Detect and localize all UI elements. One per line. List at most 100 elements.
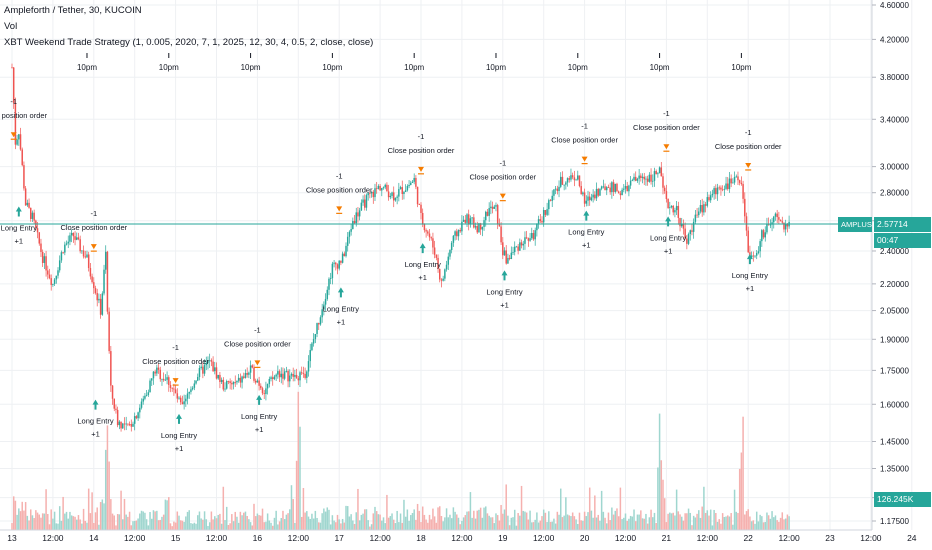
close-order-marker <box>418 166 424 172</box>
volume-bar <box>663 498 666 530</box>
candle-body <box>47 270 49 275</box>
volume-bar <box>318 522 320 530</box>
candle-body <box>374 188 376 198</box>
candle-body <box>752 255 755 257</box>
candle-body <box>662 176 664 188</box>
candle-body <box>471 217 473 219</box>
candle-body <box>270 377 272 379</box>
volume-bar <box>573 516 576 530</box>
candle-body <box>716 187 719 195</box>
volume-bar <box>553 518 555 530</box>
volume-bar <box>490 517 492 530</box>
volume-bar <box>261 508 264 530</box>
candle-body <box>720 187 722 190</box>
volume-bar <box>123 498 126 530</box>
volume-bar <box>438 506 441 530</box>
candle-body <box>694 214 697 222</box>
candle-body <box>302 373 305 375</box>
volume-bar <box>428 514 431 530</box>
candle-body <box>396 196 398 198</box>
volume-bar <box>493 523 496 530</box>
volume-bar <box>362 513 364 530</box>
volume-bar <box>456 514 458 530</box>
candle-body <box>466 214 468 223</box>
volume-bar <box>150 518 153 530</box>
volume-bar <box>404 516 407 530</box>
candle-body <box>617 191 620 194</box>
volume-bar <box>757 521 760 530</box>
candle-body <box>16 139 18 145</box>
volume-bar <box>784 518 787 530</box>
time-tick-label: 12:00 <box>697 533 719 543</box>
volume-bar <box>525 512 528 530</box>
candle-body <box>50 278 52 285</box>
close-order-marker <box>745 162 752 168</box>
volume-bar <box>254 516 257 530</box>
volume-bar <box>733 489 736 530</box>
candle-body <box>246 373 248 375</box>
candle-body <box>421 212 424 224</box>
candle-body <box>133 416 136 424</box>
candle-body <box>125 423 127 425</box>
time-axis[interactable]: 13 12:00 14 12:00 15 12:00 16 12:00 17 12:00 18 12:… <box>7 533 917 543</box>
volume-bar <box>26 515 29 530</box>
volume-bar <box>280 518 283 530</box>
volume-bar <box>29 509 32 530</box>
volume-bar <box>74 516 76 530</box>
candle-body <box>476 226 478 233</box>
volume-bar <box>674 515 676 530</box>
candle-body <box>21 149 23 166</box>
volume-bar <box>600 490 603 530</box>
candle-body <box>232 381 235 385</box>
candle-body <box>573 177 576 181</box>
volume-bar <box>348 516 351 530</box>
volume-bar <box>214 516 216 530</box>
volume-bar <box>125 514 127 530</box>
volume-bar <box>515 525 518 530</box>
candle-body <box>43 256 46 263</box>
time-tick-label: 12:00 <box>860 533 882 543</box>
candle-body <box>761 230 763 242</box>
candle-body <box>570 175 572 180</box>
close-order-label: Close position order <box>0 111 48 120</box>
volume-bar <box>31 515 34 530</box>
candle-body <box>168 377 170 385</box>
time-tick-label: 20 <box>580 533 590 543</box>
volume-bar <box>130 525 133 530</box>
candle-body <box>203 365 206 374</box>
volume-bar <box>474 518 477 530</box>
volume-bar <box>302 487 305 530</box>
volume-bar <box>77 515 80 530</box>
close-order-label: Close position order <box>715 142 782 151</box>
volume-bar <box>725 516 727 530</box>
candle-body <box>766 223 768 233</box>
volume-bar <box>55 523 58 530</box>
candle-body <box>69 235 71 242</box>
long-entry-label: Long Entry <box>568 228 605 237</box>
volume-indicator-label[interactable]: Vol <box>4 21 18 32</box>
volume-bar <box>657 467 659 530</box>
volume-bar <box>294 522 296 530</box>
volume-bar <box>64 513 66 530</box>
volume-bar <box>788 516 790 530</box>
candle-body <box>365 195 368 208</box>
strategy-label[interactable]: XBT Weekend Trade Strategy (1, 0.005, 20… <box>4 37 374 48</box>
volume-bar <box>648 517 651 530</box>
candle-body <box>190 389 192 392</box>
candle-body <box>127 423 129 425</box>
volume-bar <box>698 510 700 530</box>
candle-body <box>249 365 252 373</box>
candle-body <box>490 206 492 209</box>
volume-bar <box>23 510 25 530</box>
candle-body <box>31 212 34 219</box>
volume-bar <box>531 522 533 530</box>
symbol-title[interactable]: Ampleforth / Tether, 30, KUCOIN <box>4 5 142 16</box>
candle-body <box>735 176 738 178</box>
volume-bar <box>193 522 196 530</box>
candle-body <box>435 254 438 258</box>
volume-bar <box>118 514 121 530</box>
volume-bar <box>139 513 141 530</box>
volume-bar <box>115 525 117 530</box>
